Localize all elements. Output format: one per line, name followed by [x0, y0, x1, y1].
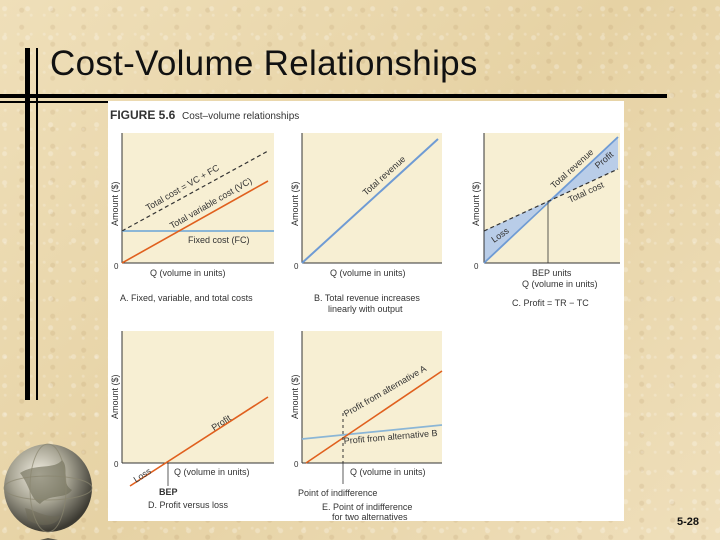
- panel-a-caption: A. Fixed, variable, and total costs: [120, 293, 253, 303]
- figure-caption: Cost–volume relationships: [182, 111, 299, 122]
- variable-cost-line: [121, 180, 269, 264]
- panel-b: Total revenue Amount ($) 0 Q (volume in …: [290, 133, 442, 314]
- panel-a-x-label: Q (volume in units): [150, 268, 226, 278]
- panel-e-plot-area: [302, 331, 442, 463]
- panel-b-origin: 0: [294, 262, 299, 271]
- left-vertical-bar-thick: [25, 48, 30, 400]
- total-revenue-line: [301, 138, 439, 264]
- panel-d-plot-area: [122, 331, 274, 463]
- panel-d: Profit Loss Amount ($) 0 Q (volume in un…: [110, 331, 274, 510]
- title-underline-thin: [0, 101, 108, 103]
- panel-c-caption: C. Profit = TR − TC: [512, 298, 589, 308]
- panel-a-origin: 0: [114, 262, 119, 271]
- figure-label: FIGURE 5.6: [110, 108, 176, 122]
- panel-d-x-label: Q (volume in units): [174, 467, 250, 477]
- panel-e-caption-1: E. Point of indifference: [322, 502, 412, 512]
- panel-e: Profit from alternative A Profit from al…: [290, 331, 443, 521]
- globe-icon: [3, 443, 93, 540]
- panel-e-origin: 0: [294, 460, 299, 469]
- panel-c-bep-label: BEP units: [532, 268, 572, 278]
- panel-d-caption: D. Profit versus loss: [148, 500, 229, 510]
- panel-a-plot-area: [122, 133, 274, 263]
- alternative-a-line: [305, 370, 443, 464]
- panel-b-caption-1: B. Total revenue increases: [314, 293, 420, 303]
- panel-e-y-label: Amount ($): [290, 374, 300, 419]
- panel-b-x-label: Q (volume in units): [330, 268, 406, 278]
- panel-d-y-label: Amount ($): [110, 374, 120, 419]
- figure-canvas: FIGURE 5.6 Cost–volume relationships Tot…: [110, 108, 620, 521]
- panel-e-caption-2: for two alternatives: [332, 512, 408, 521]
- title-underline-thick: [0, 94, 667, 98]
- panel-c: Total revenue Total cost Profit Loss Amo…: [471, 133, 620, 308]
- panel-e-x-label: Q (volume in units): [350, 467, 426, 477]
- panel-b-caption-2: linearly with output: [328, 304, 403, 314]
- profit-line: [129, 396, 269, 487]
- panel-b-y-label: Amount ($): [290, 181, 300, 226]
- panel-d-bep-label: BEP: [159, 487, 178, 497]
- panel-a: Total cost = VC + FC Total variable cost…: [110, 133, 274, 303]
- indifference-label: Point of indifference: [298, 488, 377, 498]
- slide-title: Cost-Volume Relationships: [50, 44, 478, 83]
- panel-d-origin: 0: [114, 460, 119, 469]
- panel-c-cost-line: [483, 168, 619, 232]
- panel-c-y-label: Amount ($): [471, 181, 481, 226]
- panel-c-origin: 0: [474, 262, 479, 271]
- panel-d-loss-label: Loss: [132, 466, 154, 485]
- alternative-b-line: [301, 424, 443, 440]
- fixed-cost-label: Fixed cost (FC): [188, 235, 250, 245]
- figure-5-6: FIGURE 5.6 Cost–volume relationships Tot…: [108, 101, 624, 521]
- panel-a-y-label: Amount ($): [110, 181, 120, 226]
- left-vertical-bar-thin: [36, 48, 38, 400]
- slide-number: 5-28: [677, 516, 700, 528]
- panel-c-x-label: Q (volume in units): [522, 279, 598, 289]
